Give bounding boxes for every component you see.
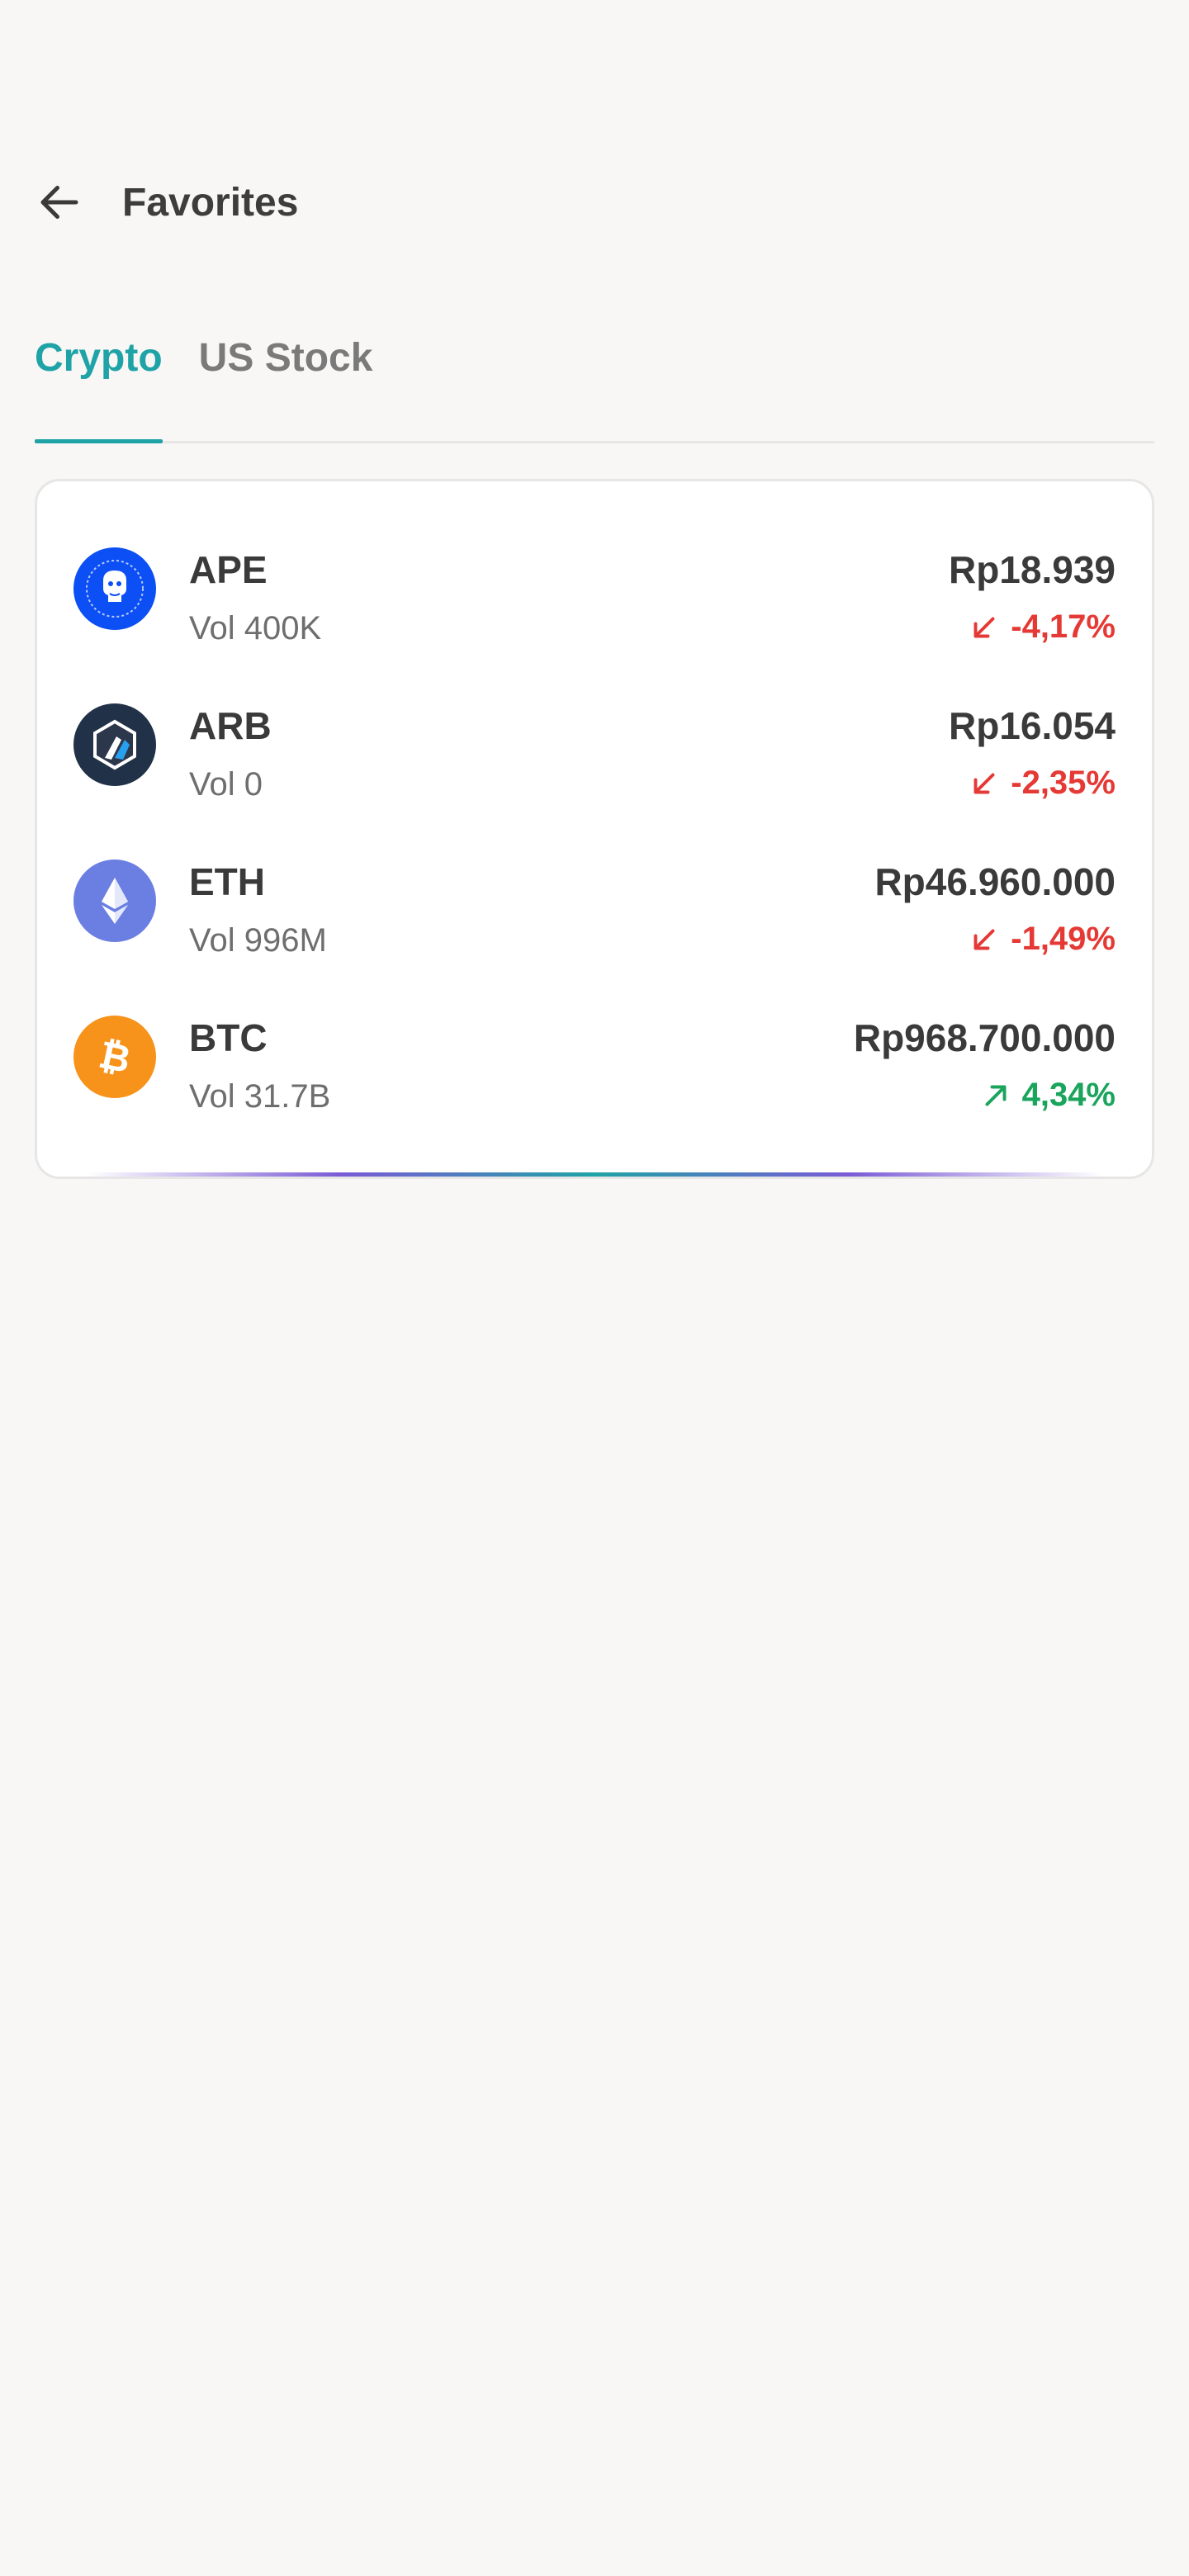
arrow-down-left-icon xyxy=(973,617,995,637)
asset-volume: Vol 0 xyxy=(189,766,263,803)
tab-bar: Crypto US Stock xyxy=(35,322,1154,443)
asset-symbol: ARB xyxy=(189,704,272,747)
arbitrum-logo-icon xyxy=(73,703,156,786)
apecoin-logo-icon xyxy=(73,547,156,630)
favorites-list-card: APE Vol 400K Rp18.939 -4,17% ARB Vol 0 R… xyxy=(35,479,1154,1179)
arrow-left-icon xyxy=(40,186,78,219)
asset-volume: Vol 31.7B xyxy=(189,1078,331,1115)
asset-volume: Vol 996M xyxy=(189,922,327,959)
price-change-value: -2,35% xyxy=(1011,765,1116,801)
page-title: Favorites xyxy=(122,180,299,225)
asset-symbol: APE xyxy=(189,548,268,591)
arrow-up-right-icon xyxy=(985,1085,1007,1106)
price-change-value: -4,17% xyxy=(1011,608,1116,645)
asset-price: Rp968.700.000 xyxy=(853,1016,1116,1059)
back-button[interactable] xyxy=(33,176,86,229)
asset-symbol: ETH xyxy=(189,860,265,903)
list-item-ape[interactable]: APE Vol 400K Rp18.939 -4,17% xyxy=(37,514,1152,670)
price-change: -2,35% xyxy=(969,765,1116,802)
price-change: 4,34% xyxy=(981,1077,1116,1114)
asset-price: Rp18.939 xyxy=(948,548,1116,591)
bitcoin-logo-icon: ₿ xyxy=(73,1016,156,1098)
asset-symbol: BTC xyxy=(189,1016,268,1059)
list-item-btc[interactable]: ₿ BTC Vol 31.7B Rp968.700.000 4,34% xyxy=(37,983,1152,1139)
svg-text:₿: ₿ xyxy=(95,1032,135,1082)
list-item-eth[interactable]: ETH Vol 996M Rp46.960.000 -1,49% xyxy=(37,826,1152,983)
card-bottom-glow xyxy=(87,1172,1102,1177)
top-app-bar: Favorites xyxy=(33,165,1156,239)
price-change-value: 4,34% xyxy=(1021,1077,1116,1113)
list-item-arb[interactable]: ARB Vol 0 Rp16.054 -2,35% xyxy=(37,670,1152,826)
tab-crypto[interactable]: Crypto xyxy=(35,322,163,443)
arrow-down-left-icon xyxy=(973,773,995,793)
asset-price: Rp16.054 xyxy=(948,704,1116,747)
price-change: -4,17% xyxy=(969,608,1116,646)
price-change-value: -1,49% xyxy=(1011,921,1116,957)
tab-us-stock[interactable]: US Stock xyxy=(198,336,373,380)
arrow-down-left-icon xyxy=(973,929,995,949)
asset-price: Rp46.960.000 xyxy=(874,860,1116,903)
ethereum-logo-icon xyxy=(73,859,156,942)
asset-volume: Vol 400K xyxy=(189,610,322,646)
price-change: -1,49% xyxy=(969,921,1116,958)
